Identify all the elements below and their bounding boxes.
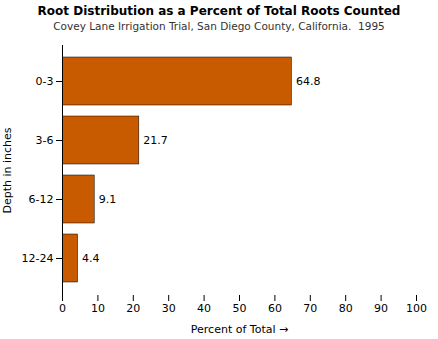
svg-text:60: 60 <box>268 302 282 315</box>
svg-text:64.8: 64.8 <box>296 75 321 88</box>
svg-text:12-24: 12-24 <box>22 252 54 265</box>
svg-text:10: 10 <box>91 302 105 315</box>
html-text:Covey Lane Irrigation Trial, S: Covey Lane Irrigation Trial, San Diego C… <box>53 20 385 32</box>
svg-text:20: 20 <box>126 302 140 315</box>
svg-text:9.1: 9.1 <box>99 193 117 206</box>
svg-text:40: 40 <box>197 302 211 315</box>
svg-text:3-6: 3-6 <box>36 134 54 147</box>
svg-text:Percent of Total →: Percent of Total → <box>191 323 288 336</box>
svg-text:30: 30 <box>162 302 176 315</box>
html-text:Root Distribution as a Percent: Root Distribution as a Percent of Total … <box>37 4 401 18</box>
svg-text:90: 90 <box>374 302 388 315</box>
svg-text:Depth in inches: Depth in inches <box>1 127 14 213</box>
svg-text:100: 100 <box>406 302 427 315</box>
svg-text:70: 70 <box>303 302 317 315</box>
svg-text:21.7: 21.7 <box>143 134 168 147</box>
svg-text:6-12: 6-12 <box>29 193 54 206</box>
svg-text:80: 80 <box>339 302 353 315</box>
svg-text:0-3: 0-3 <box>36 75 54 88</box>
svg-text:4.4: 4.4 <box>82 252 100 265</box>
svg-text:50: 50 <box>233 302 247 315</box>
svg-text:0: 0 <box>59 302 66 315</box>
